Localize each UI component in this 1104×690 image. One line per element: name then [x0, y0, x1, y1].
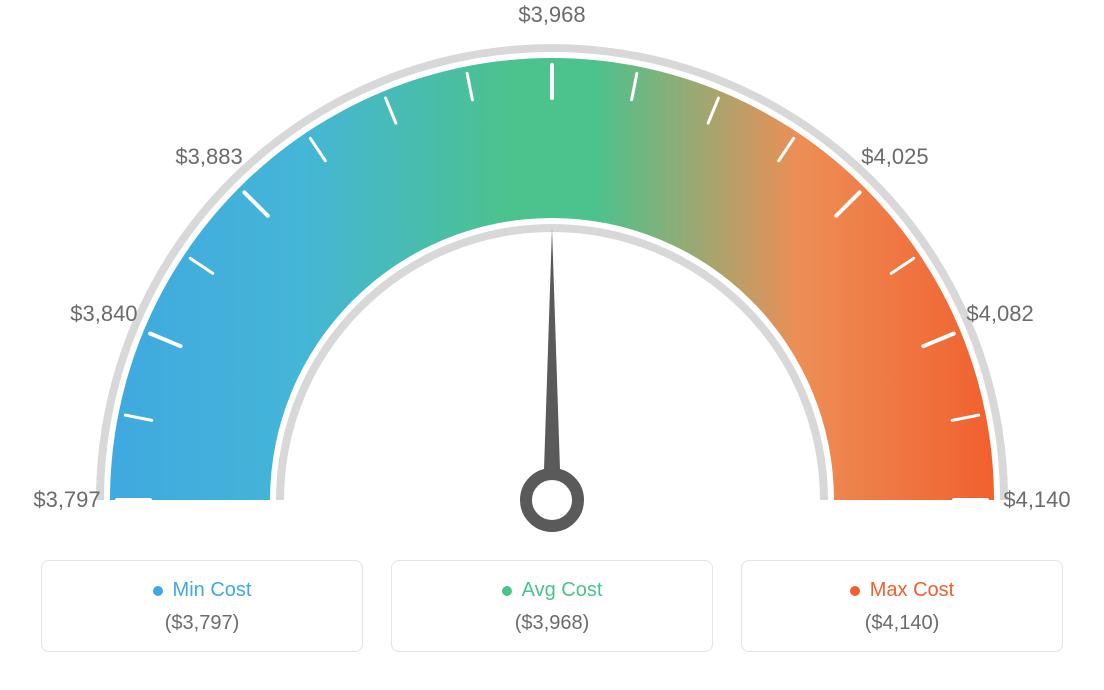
- legend-label-min: Min Cost: [173, 579, 252, 602]
- gauge-tick-label: $4,082: [966, 301, 1033, 327]
- legend-card-max: Max Cost ($4,140): [741, 560, 1063, 652]
- legend-title-min: Min Cost: [153, 579, 252, 602]
- legend-card-min: Min Cost ($3,797): [41, 560, 363, 652]
- gauge-chart: $3,797 $3,840 $3,883 $3,968 $4,025 $4,082 $4,1…: [0, 0, 1104, 560]
- legend-title-avg: Avg Cost: [502, 579, 603, 602]
- legend-dot-min: [153, 586, 163, 596]
- gauge-tick-label: $4,025: [861, 144, 928, 170]
- legend-card-avg: Avg Cost ($3,968): [391, 560, 713, 652]
- legend-title-max: Max Cost: [850, 579, 954, 602]
- gauge-svg: [0, 0, 1104, 560]
- legend-dot-avg: [502, 586, 512, 596]
- gauge-tick-label: $3,968: [518, 2, 585, 28]
- legend-label-avg: Avg Cost: [522, 579, 603, 602]
- legend-value-avg: ($3,968): [402, 612, 702, 635]
- gauge-tick-label: $3,797: [33, 487, 100, 513]
- gauge-tick-label: $3,883: [175, 144, 242, 170]
- legend-value-min: ($3,797): [52, 612, 352, 635]
- legend-dot-max: [850, 586, 860, 596]
- legend-value-max: ($4,140): [752, 612, 1052, 635]
- gauge-tick-label: $3,840: [70, 301, 137, 327]
- legend-row: Min Cost ($3,797) Avg Cost ($3,968) Max …: [41, 560, 1063, 652]
- legend-label-max: Max Cost: [870, 579, 954, 602]
- gauge-tick-label: $4,140: [1003, 487, 1070, 513]
